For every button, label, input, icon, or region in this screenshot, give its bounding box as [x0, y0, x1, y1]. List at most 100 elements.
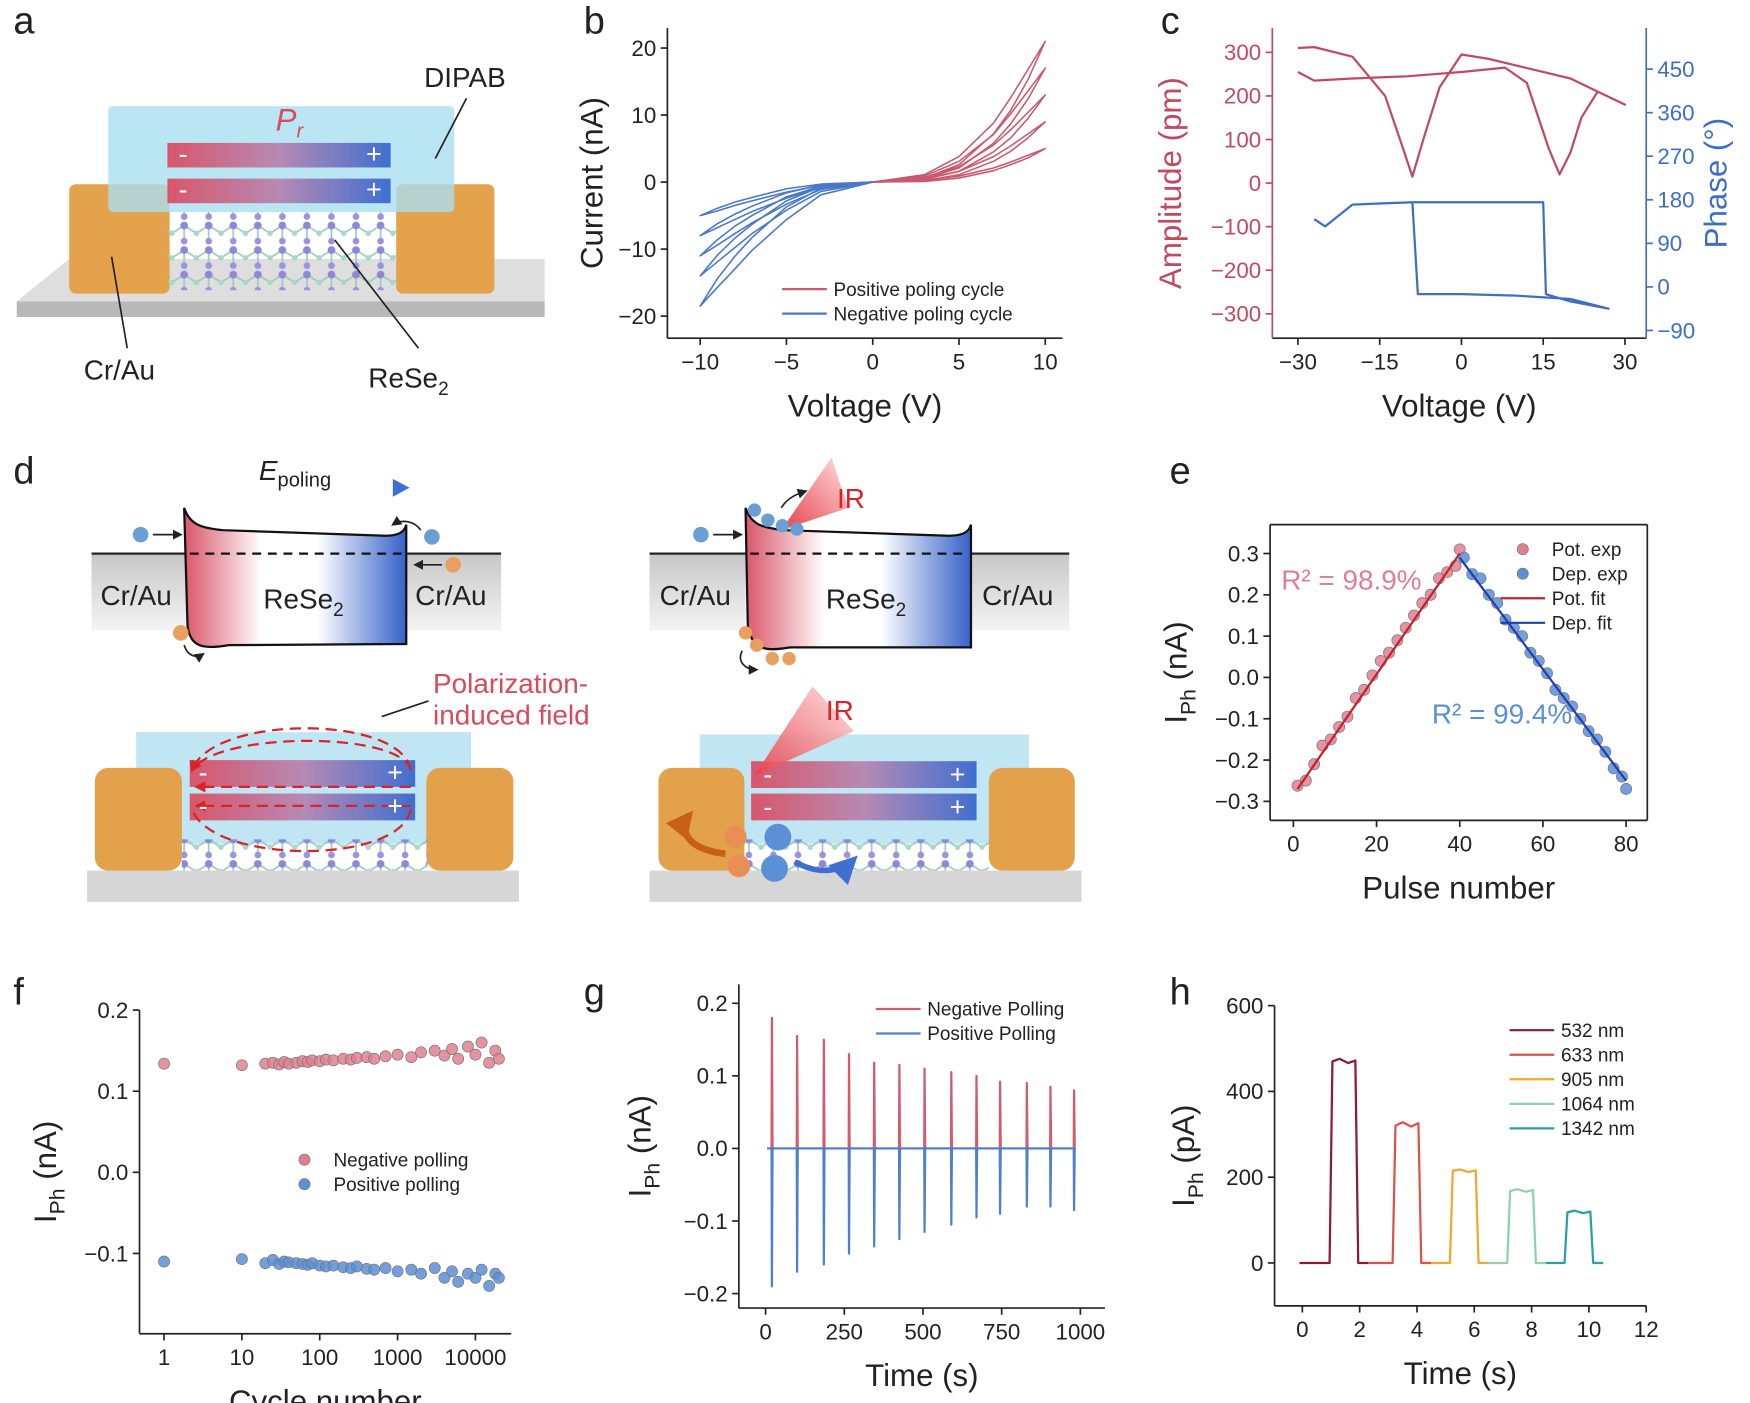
y-tick-label: −300 [1211, 302, 1261, 327]
substrate [87, 870, 519, 902]
data-line [1313, 201, 1610, 310]
legend-label: Dep. exp [1552, 564, 1628, 585]
plus-sign: + [950, 760, 966, 790]
x-tick-label: 20 [1364, 832, 1389, 857]
electrode-label: Cr/Au [84, 355, 155, 386]
data-point [379, 1262, 392, 1274]
minus-sign: - [179, 175, 188, 205]
y-tick-label: 200 [1226, 1165, 1263, 1190]
y-tick-label: −10 [618, 237, 656, 262]
data-line [872, 120, 1047, 183]
electron [424, 529, 440, 545]
label-part: Ph [642, 1163, 665, 1189]
x-axis-label: Cycle number [229, 1384, 422, 1403]
band-diagram-d: Epoling Cr/Au Cr/Au ReSe2 IR Cr/Au Cr/Au… [91, 455, 1070, 675]
hole-arrow [665, 810, 726, 858]
layer-label: DIPAB [424, 62, 506, 93]
legend-label: 1342 nm [1561, 1119, 1635, 1140]
data-line [1458, 556, 1627, 782]
x-tick-label: 6 [1468, 1317, 1480, 1342]
data-point [158, 1255, 170, 1268]
electron [775, 519, 790, 533]
hole [738, 626, 753, 640]
y-tick-label: 0 [1249, 171, 1261, 196]
symbol: E [259, 455, 278, 486]
polarization-bar [167, 142, 391, 168]
label-part: (nA) [28, 1121, 63, 1189]
data-point [492, 1271, 505, 1284]
data-line [699, 181, 873, 307]
x-tick-label: 8 [1525, 1317, 1537, 1342]
x-tick-label: 500 [904, 1319, 941, 1344]
legend-label: Pot. fit [1552, 589, 1606, 610]
label-part: Ph [1185, 1172, 1208, 1198]
channel-label: ReSe2 [368, 362, 448, 400]
legend-label: Positive Polling [927, 1024, 1056, 1045]
label-part: I [1158, 715, 1193, 724]
field-annotation: Polarization- [433, 668, 588, 699]
band [183, 507, 408, 649]
field-label: Epoling [259, 455, 331, 492]
x-tick-label: 5 [953, 349, 965, 374]
leader [381, 700, 429, 718]
x-tick-label: 0 [759, 1319, 771, 1344]
y-tick-label: 600 [1226, 993, 1263, 1018]
legend-marker [298, 1153, 311, 1166]
legend-label: Dep. fit [1552, 614, 1613, 635]
hole [765, 651, 780, 666]
x-axis-label: Time (s) [1404, 1356, 1517, 1391]
chart: −30 −15 0 15 30 300 200 100 0 −100 −200 −300 450 360 2… [1153, 27, 1734, 423]
data-point [438, 1271, 451, 1284]
data-point [405, 1051, 418, 1064]
legend-label: 532 nm [1561, 1021, 1624, 1042]
data-point [452, 1052, 465, 1065]
x-tick-label: −30 [1279, 349, 1317, 374]
legend-label: Positive polling [333, 1175, 460, 1196]
y-tick-label: 0.0 [697, 1136, 728, 1161]
electron [761, 854, 788, 882]
y-axis-label: IPh (pA) [1166, 1105, 1208, 1207]
legend-label: 1064 nm [1561, 1095, 1635, 1116]
legend-label: Positive poling cycle [833, 280, 1004, 301]
minus-sign: - [763, 792, 772, 822]
chart: 0 2 4 6 8 10 12 600 400 200 0 Time (s) IPh (pA) 532 n… [1166, 993, 1658, 1391]
y-tick-label: 0.1 [697, 1064, 728, 1089]
y-tick-label: −0.2 [1215, 748, 1259, 773]
minus-sign: - [199, 757, 208, 787]
data-point [368, 1052, 381, 1065]
minus-sign: - [179, 139, 188, 169]
polarization-bar [751, 761, 977, 788]
y-tick-label: 0 [644, 170, 656, 195]
x-tick-label: 15 [1531, 349, 1556, 374]
label-part: I [28, 1214, 63, 1223]
y-tick-label: 0.2 [1228, 583, 1259, 608]
plus-sign: + [366, 175, 382, 205]
data-line [1545, 1209, 1604, 1265]
legend-label: 905 nm [1561, 1070, 1624, 1091]
ir-beam [754, 686, 854, 776]
y-tick-label: 0 [1251, 1251, 1263, 1276]
panel-label: d [13, 450, 34, 492]
light-label: IR [837, 483, 865, 514]
electrode-band [970, 554, 1070, 631]
data-point [391, 1048, 404, 1061]
y-axis-label: IPh (nA) [1158, 621, 1200, 723]
y2-tick-label: 90 [1657, 231, 1682, 256]
y-tick-label: −0.1 [84, 1241, 128, 1266]
data-point [368, 1263, 381, 1276]
x-tick-label: 60 [1531, 832, 1556, 857]
data-point [158, 1057, 170, 1070]
arrow [780, 488, 808, 509]
text: ReSe [826, 583, 896, 614]
minus-sign: - [199, 791, 208, 821]
y2-axis-label: Phase (°) [1699, 118, 1734, 249]
electrode [94, 767, 182, 871]
x-tick-label: 2 [1353, 1317, 1365, 1342]
x-tick-label: 4 [1411, 1317, 1423, 1342]
y-tick-label: −20 [618, 304, 656, 329]
device-diagram-a: - + - + Pr DIPAB Cr/Au ReSe2 [16, 62, 545, 400]
x-tick-label: 10 [1576, 1317, 1601, 1342]
legend-label: Negative polling [333, 1150, 468, 1171]
y-tick-label: −100 [1211, 214, 1261, 239]
x-tick-label: −15 [1361, 349, 1399, 374]
